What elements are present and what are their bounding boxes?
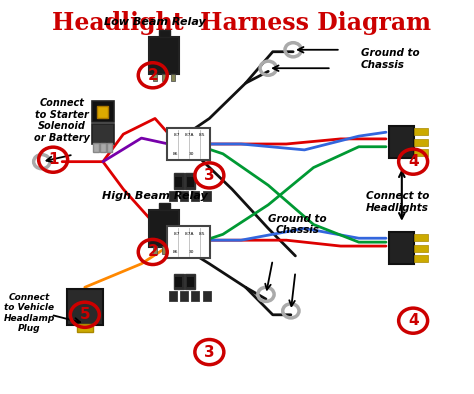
Bar [389,232,414,264]
Bar [100,143,106,152]
Bar [414,255,428,262]
Text: Connect
to Vehicle
Headlamp
Plug: Connect to Vehicle Headlamp Plug [3,293,55,333]
Text: Ground to
Chassis: Ground to Chassis [268,214,327,235]
Bar [171,246,175,254]
Bar [414,234,428,241]
Bar [173,273,183,289]
Bar [169,191,177,201]
Text: 86: 86 [173,250,178,255]
Text: 4: 4 [408,313,419,328]
Text: 3: 3 [204,345,215,360]
Bar [389,126,414,158]
Bar [191,291,200,301]
Text: 2: 2 [147,68,158,83]
Text: 3: 3 [204,168,215,183]
Text: Connect to
Headlights: Connect to Headlights [365,191,429,212]
Text: 86: 86 [173,152,178,156]
Bar [162,74,166,82]
Text: 4: 4 [408,154,419,169]
Bar [180,291,188,301]
Bar [107,143,112,152]
Bar [191,191,200,201]
Bar [187,277,193,287]
Bar [169,291,177,301]
Bar [149,37,179,74]
Bar [202,191,211,201]
Text: 30: 30 [189,250,194,255]
Bar [149,210,179,247]
Bar [159,30,170,37]
Bar [175,277,182,287]
Bar [153,74,157,82]
Bar [185,273,195,289]
Text: 87    87A    85: 87 87A 85 [173,232,204,236]
Text: Ground to
Chassis: Ground to Chassis [361,48,419,70]
Bar [98,106,109,118]
Text: 2: 2 [147,244,158,260]
Bar [180,191,188,201]
Bar [187,177,193,187]
Bar [202,291,211,301]
Text: 1: 1 [48,152,58,167]
Text: Connect
to Starter
Solenoid
or Battery: Connect to Starter Solenoid or Battery [34,98,90,143]
Bar [91,101,114,123]
Text: Low Beam Relay: Low Beam Relay [104,17,206,27]
Text: 87    87A    85: 87 87A 85 [173,133,204,138]
Text: 5: 5 [80,307,90,322]
Bar [91,124,114,144]
Bar [67,289,103,325]
Bar [93,143,99,152]
Bar [171,74,175,82]
Bar [167,227,210,258]
Bar [414,245,428,252]
Bar [414,139,428,145]
Bar [77,324,93,332]
Bar [414,149,428,156]
Bar [414,128,428,135]
Text: High Beam Relay: High Beam Relay [102,191,208,201]
Text: 30: 30 [189,152,194,156]
Bar [185,173,195,189]
Bar [167,128,210,160]
Bar [173,173,183,189]
Text: Headlight  Harness Diagram: Headlight Harness Diagram [52,11,430,35]
Bar [162,246,166,254]
Bar [159,203,170,210]
Bar [175,177,182,187]
Bar [153,246,157,254]
